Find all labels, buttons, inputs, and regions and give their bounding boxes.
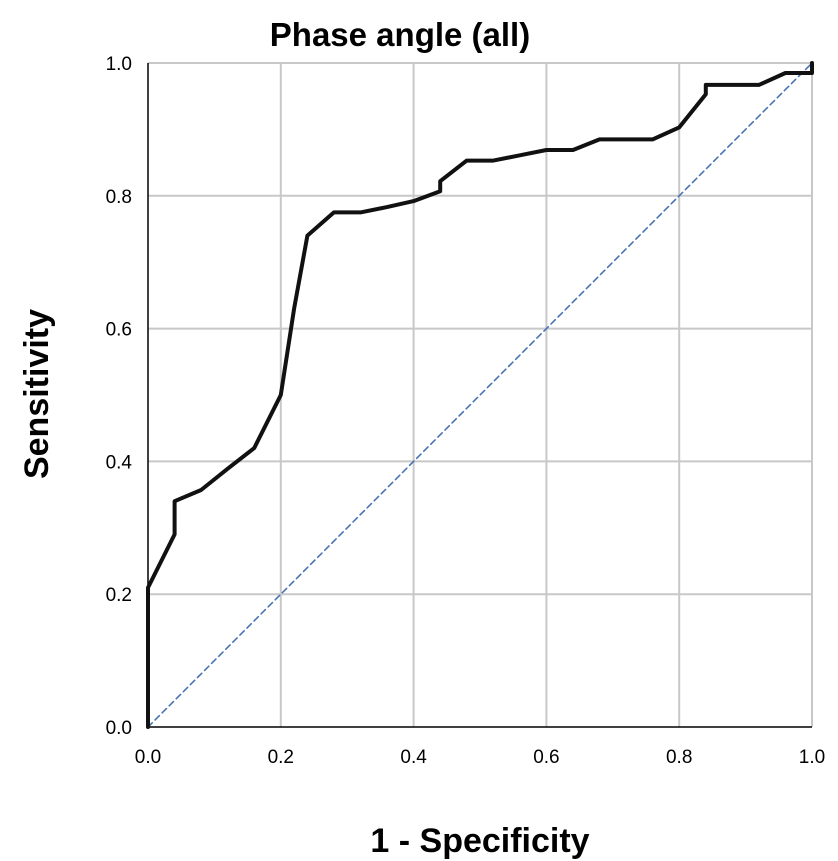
x-axis-label: 1 - Specificity [370,822,589,860]
tick-labels: 0.0 0.2 0.4 0.6 0.8 1.0 0.0 0.2 0.4 0.6 0.8 1.0 [106,54,826,768]
x-tick-label: 0.2 [268,747,294,768]
y-tick-label: 0.8 [106,187,132,208]
x-tick-label: 0.4 [400,747,427,768]
reference-diagonal-line [147,62,813,728]
y-tick-label: 0.4 [106,452,133,473]
x-tick-label: 1.0 [799,747,825,768]
y-axis-label: Sensitivity [18,309,56,479]
x-tick-label: 0.0 [135,747,161,768]
x-tick-label: 0.6 [533,747,559,768]
grid [147,62,813,728]
y-tick-label: 0.0 [106,718,132,739]
y-tick-label: 1.0 [106,54,132,75]
chart-title: Phase angle (all) [270,16,530,53]
y-tick-label: 0.2 [106,585,132,606]
y-tick-label: 0.6 [106,320,132,341]
x-tick-label: 0.8 [666,747,692,768]
roc-curve-line [146,61,814,729]
plot-area [146,61,814,729]
